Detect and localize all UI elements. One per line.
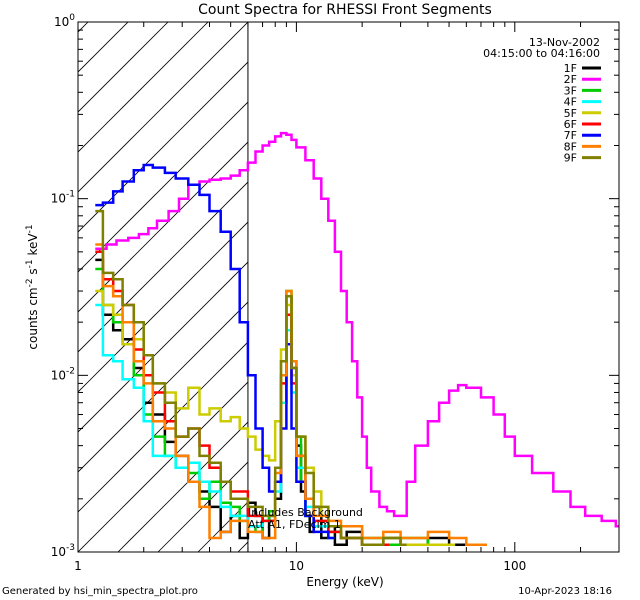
hatch-line — [78, 61, 248, 233]
legend-label-1F: 1F — [564, 62, 577, 75]
legend-label-2F: 2F — [564, 73, 577, 86]
hatch-line — [117, 421, 248, 552]
annotation-attenuator: Att A1, FDecim 1 — [248, 518, 341, 531]
chart-title: Count Spectra for RHESSI Front Segments — [198, 2, 492, 18]
hatch-line — [78, 301, 248, 473]
legend-label-6F: 6F — [564, 118, 577, 131]
y-tick-label: 10-3 — [51, 543, 75, 559]
hatch-line — [78, 141, 248, 313]
legend-label-7F: 7F — [564, 129, 577, 142]
hatch-line — [318, 0, 640, 552]
hatch-line — [358, 0, 640, 552]
hatch-line — [398, 0, 640, 552]
hatch-line — [78, 221, 248, 393]
legend-label-4F: 4F — [564, 96, 577, 109]
hatch-line — [438, 0, 640, 552]
generated-by: Generated by hsi_min_spectra_plot.pro — [2, 586, 198, 597]
legend-label-3F: 3F — [564, 84, 577, 97]
hatch-line — [78, 22, 129, 73]
y-axis-label: counts cm-2 s-1 keV-1 — [25, 224, 40, 349]
series-line-2F — [95, 131, 619, 528]
hatch-line — [78, 22, 169, 113]
hatch-line — [78, 181, 248, 353]
y-tick-label: 10-1 — [51, 190, 75, 206]
legend-label-8F: 8F — [564, 140, 577, 153]
legend-label-5F: 5F — [564, 107, 577, 120]
background-hatch-region — [78, 0, 640, 552]
series-line-8F — [95, 243, 487, 546]
x-tick-label: 1 — [74, 559, 82, 573]
series-line-7F — [95, 163, 335, 540]
hatch-line — [78, 261, 248, 433]
x-tick-label: 100 — [503, 559, 526, 573]
x-axis-label: Energy (keV) — [306, 575, 383, 589]
hatch-line — [78, 341, 248, 513]
time-range: 04:15:00 to 04:16:00 — [483, 47, 600, 60]
hatch-line — [278, 0, 640, 552]
hatch-line — [78, 101, 248, 273]
hatch-line — [78, 381, 248, 552]
annotation-background: Includes Background — [248, 506, 363, 519]
y-tick-label: 100 — [54, 13, 75, 29]
plot-frame — [77, 21, 620, 553]
generation-timestamp: 10-Apr-2023 18:16 — [518, 586, 612, 597]
hatch-line — [78, 22, 248, 193]
x-tick-label: 10 — [289, 559, 304, 573]
series-line-6F — [95, 250, 390, 546]
observation-date: 13-Nov-2002 — [529, 36, 600, 49]
series-line-9F — [95, 209, 407, 546]
y-tick-label: 10-2 — [51, 366, 75, 382]
legend-label-9F: 9F — [564, 152, 577, 165]
hatch-line — [237, 541, 248, 552]
